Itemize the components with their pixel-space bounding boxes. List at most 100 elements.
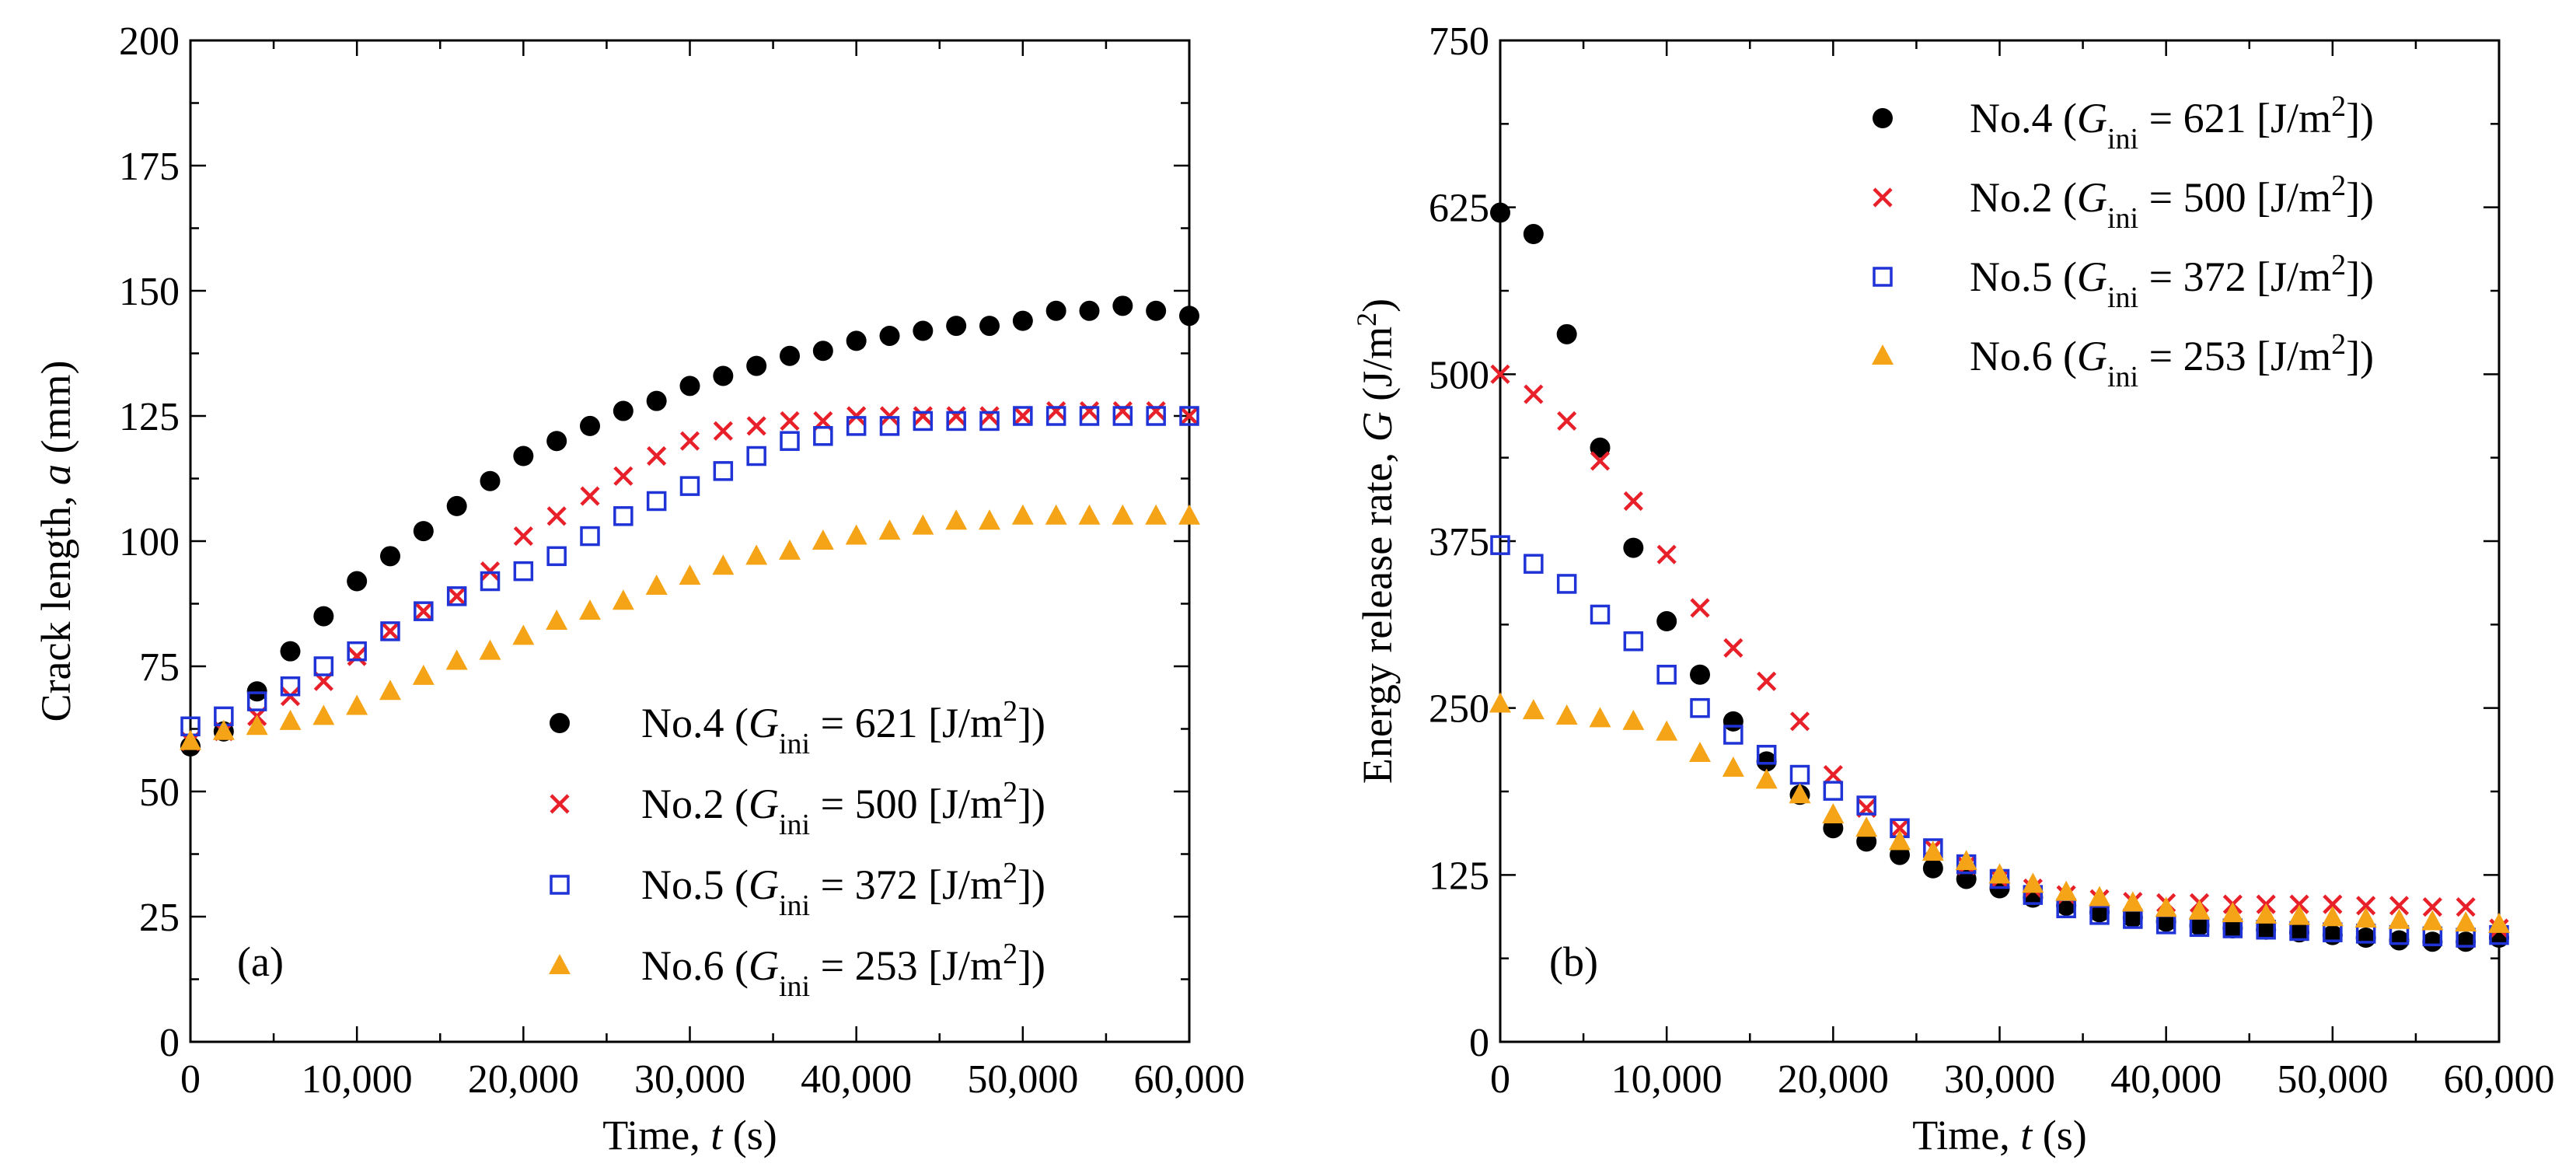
data-point bbox=[946, 316, 967, 337]
y-axis-label-text: Crack length, bbox=[33, 485, 79, 722]
x-tick-label: 50,000 bbox=[967, 1057, 1078, 1102]
data-point bbox=[2121, 891, 2144, 912]
data-point bbox=[280, 676, 301, 697]
chart-panel-1: 0 10,000 20,000 30,000 40,000 50,000 60,000025… bbox=[33, 19, 1245, 1158]
data-point bbox=[1079, 406, 1100, 426]
data-point bbox=[1656, 664, 1677, 685]
data-point bbox=[2289, 894, 2309, 914]
legend-entry-var: G bbox=[2077, 174, 2107, 221]
legend-entry-name: No.6 ( bbox=[641, 942, 749, 989]
x-tick-label: 60,000 bbox=[1134, 1057, 1245, 1102]
legend-entry-close: ]) bbox=[2346, 253, 2374, 300]
data-point bbox=[347, 646, 367, 666]
y-tick-label: 200 bbox=[119, 19, 180, 64]
y-axis-label-unit: (mm) bbox=[33, 361, 79, 464]
x-tick-label: 40,000 bbox=[2110, 1057, 2222, 1102]
data-point bbox=[2256, 919, 2277, 940]
legend-entry-sub: ini bbox=[2107, 361, 2138, 393]
legend-entry: No.6 (Gini = 253 [J/m2]) bbox=[641, 938, 1045, 1003]
data-point bbox=[1723, 638, 1744, 658]
data-point bbox=[613, 466, 634, 486]
x-tick-label: 50,000 bbox=[2277, 1057, 2388, 1102]
legend-entry-var: G bbox=[2077, 253, 2107, 300]
y-axis-label-unit-close: ) bbox=[1354, 299, 1401, 313]
x-tick-label: 20,000 bbox=[1778, 1057, 1889, 1102]
x-axis-label-unit: (s) bbox=[2032, 1112, 2086, 1158]
data-point bbox=[1922, 858, 1943, 879]
data-point bbox=[1179, 406, 1199, 426]
data-point bbox=[1590, 437, 1611, 458]
data-point bbox=[979, 509, 1000, 530]
data-point bbox=[2189, 915, 2210, 936]
data-point bbox=[1789, 711, 1810, 732]
data-point bbox=[1011, 504, 1034, 525]
data-point bbox=[279, 709, 302, 730]
legend-entry-sup: 2 bbox=[1003, 857, 1017, 889]
data-point bbox=[846, 330, 867, 351]
data-point bbox=[1789, 764, 1810, 785]
data-point bbox=[1789, 783, 1811, 804]
legend-entry-name: No.5 ( bbox=[1970, 253, 2077, 300]
data-point bbox=[1178, 504, 1200, 525]
y-tick-label: 25 bbox=[139, 896, 180, 940]
data-point bbox=[2389, 930, 2410, 951]
data-point bbox=[2122, 907, 2143, 928]
legend-entry-close: ]) bbox=[2346, 95, 2374, 142]
x-axis-label: Time, t (s) bbox=[1912, 1112, 2087, 1158]
data-point bbox=[1490, 535, 1510, 555]
data-point bbox=[1555, 704, 1578, 725]
y-axis-label-var: a bbox=[33, 464, 79, 485]
y-tick-label: 150 bbox=[119, 270, 180, 314]
data-point bbox=[2354, 907, 2377, 928]
data-point bbox=[812, 529, 834, 550]
x-tick-label: 10,000 bbox=[302, 1057, 413, 1102]
data-point bbox=[645, 574, 668, 595]
data-point bbox=[312, 704, 335, 725]
data-point bbox=[2389, 896, 2410, 916]
data-point bbox=[2055, 880, 2078, 901]
legend-entry-var: G bbox=[2077, 95, 2107, 142]
data-point bbox=[646, 491, 667, 512]
legend-marker bbox=[550, 713, 570, 733]
data-point bbox=[2289, 922, 2309, 943]
data-point bbox=[347, 571, 368, 592]
legend-marker bbox=[1872, 344, 1894, 365]
data-point bbox=[2022, 872, 2044, 893]
legend-entry-sup: 2 bbox=[2331, 328, 2346, 361]
data-point bbox=[1755, 768, 1778, 789]
data-point bbox=[913, 320, 934, 341]
y-axis-label: Crack length, a (mm) bbox=[33, 361, 79, 722]
data-point bbox=[1889, 830, 1911, 851]
data-point bbox=[1623, 491, 1643, 512]
data-point bbox=[1690, 664, 1710, 685]
data-point bbox=[2089, 886, 2110, 907]
data-point bbox=[379, 680, 401, 701]
data-point bbox=[346, 694, 368, 715]
legend-entry: No.2 (Gini = 500 [J/m2]) bbox=[1970, 169, 2374, 235]
legend-entry: No.6 (Gini = 253 [J/m2]) bbox=[1970, 328, 2374, 393]
panel-label: (b) bbox=[1549, 938, 1598, 985]
data-point bbox=[2089, 905, 2110, 925]
data-point bbox=[1822, 803, 1845, 824]
data-point bbox=[580, 486, 600, 506]
data-point bbox=[946, 411, 966, 432]
legend-entry-sup: 2 bbox=[2331, 249, 2346, 281]
data-point bbox=[845, 524, 867, 545]
legend-entry-sup: 2 bbox=[2331, 169, 2346, 202]
data-point bbox=[580, 526, 600, 547]
data-point bbox=[1524, 384, 1544, 404]
legend-entry-name: No.5 ( bbox=[641, 861, 749, 908]
data-point bbox=[1523, 224, 1544, 245]
data-point bbox=[1690, 697, 1710, 718]
data-point bbox=[1490, 364, 1510, 384]
data-point bbox=[679, 564, 701, 585]
data-point bbox=[746, 355, 767, 376]
data-point bbox=[512, 624, 535, 645]
legend-entry-value: = 253 [J/m bbox=[2138, 333, 2331, 379]
legend-entry-value: = 372 [J/m bbox=[2138, 253, 2331, 300]
y-tick-label: 100 bbox=[119, 520, 180, 564]
data-point bbox=[2422, 896, 2442, 917]
x-tick-label: 30,000 bbox=[634, 1057, 745, 1102]
legend-entry-close: ]) bbox=[2346, 174, 2374, 221]
legend-entry-sub: ini bbox=[2107, 123, 2138, 155]
